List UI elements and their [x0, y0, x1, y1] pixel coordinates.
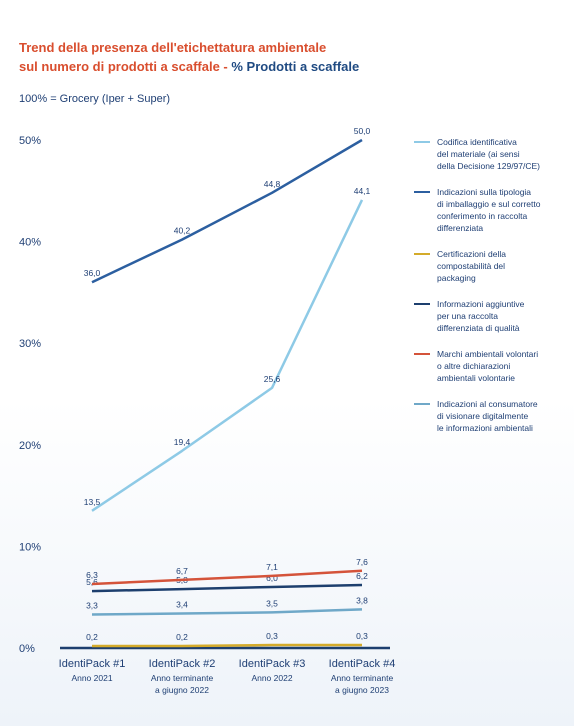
chart-title-line1: Trend della presenza dell'etichettatura … [19, 40, 327, 55]
data-label: 6,0 [266, 573, 278, 583]
x-tick-sublabel: a giugno 2022 [155, 685, 209, 695]
x-tick-sublabel: Anno terminante [151, 673, 214, 683]
x-tick-sublabel: Anno 2022 [251, 673, 292, 683]
data-label: 0,3 [356, 631, 368, 641]
data-label: 6,2 [356, 571, 368, 581]
chart-title: Trend della presenza dell'etichettatura … [19, 38, 419, 76]
data-label: 0,3 [266, 631, 278, 641]
data-label: 6,7 [176, 566, 188, 576]
data-label: 3,5 [266, 598, 278, 608]
data-label: 25,6 [264, 374, 281, 384]
data-label: 0,2 [176, 632, 188, 642]
data-label: 7,1 [266, 562, 278, 572]
series-line-4 [91, 583, 363, 593]
data-label: 3,4 [176, 599, 188, 609]
data-label: 36,0 [84, 268, 101, 278]
chart-legend: Codifica identificativa del materiale (ai… [414, 136, 564, 448]
y-tick-label: 40% [19, 237, 41, 249]
chart-subtitle: % Prodotti a scaffale [231, 59, 360, 74]
chart-title-line2-main: sul numero di prodotti a scaffale - [19, 59, 232, 74]
data-label: 50,0 [354, 126, 371, 136]
legend-item: Certificazioni della compostabilità del pa… [414, 248, 564, 284]
y-tick-label: 30% [19, 338, 41, 350]
x-tick-label: IdentiPack #2 [149, 658, 216, 670]
data-label: 3,8 [356, 595, 368, 605]
data-label: 5,6 [86, 577, 98, 587]
legend-swatch [414, 303, 430, 305]
data-label: 3,3 [86, 600, 98, 610]
data-label: 6,3 [86, 570, 98, 580]
data-label: 0,2 [86, 632, 98, 642]
series-line-3 [92, 643, 362, 648]
data-label: 44,1 [354, 186, 371, 196]
y-tick-label: 0% [19, 643, 35, 655]
data-label: 44,8 [264, 179, 281, 189]
legend-item: Codifica identificativa del materiale (ai… [414, 136, 564, 172]
x-tick-sublabel: a giugno 2023 [335, 685, 389, 695]
data-label: 40,2 [174, 226, 191, 236]
legend-swatch [414, 253, 430, 255]
legend-swatch [414, 403, 430, 405]
legend-item: Informazioni aggiuntive per una raccolta d… [414, 298, 564, 334]
series-line-6 [91, 608, 363, 616]
y-tick-label: 50% [19, 135, 41, 147]
x-tick-label: IdentiPack #3 [239, 658, 306, 670]
legend-item: Indicazioni sulla tipologia di imballaggi… [414, 186, 564, 234]
series-line-2 [91, 138, 363, 284]
data-label: 13,5 [84, 497, 101, 507]
legend-swatch [414, 191, 430, 193]
legend-label: Marchi ambientali volontari o altre dichi… [437, 349, 539, 383]
legend-label: Indicazioni al consumatore di visionare d… [437, 399, 538, 433]
legend-item: Indicazioni al consumatore di visionare d… [414, 398, 564, 434]
legend-swatch [414, 141, 430, 143]
series-line-1 [91, 199, 364, 512]
y-tick-label: 20% [19, 440, 41, 452]
data-label: 7,6 [356, 557, 368, 567]
legend-swatch [414, 353, 430, 355]
legend-label: Codifica identificativa del materiale (ai… [437, 137, 541, 171]
base-note: 100% = Grocery (Iper + Super) [19, 93, 171, 105]
y-tick-label: 10% [19, 541, 41, 553]
legend-item: Marchi ambientali volontari o altre dichi… [414, 348, 564, 384]
legend-label: Informazioni aggiuntive per una raccolta d… [437, 299, 525, 333]
x-tick-label: IdentiPack #4 [329, 658, 396, 670]
series-line-5 [91, 569, 363, 586]
data-label: 19,4 [174, 437, 191, 447]
x-tick-sublabel: Anno 2021 [71, 673, 112, 683]
legend-label: Certificazioni della compostabilità del pa… [437, 249, 506, 283]
legend-label: Indicazioni sulla tipologia di imballaggi… [437, 187, 541, 233]
x-tick-label: IdentiPack #1 [59, 658, 126, 670]
chart-title-line2: sul numero di prodotti a scaffale - % Pr… [19, 57, 419, 76]
x-tick-sublabel: Anno terminante [331, 673, 394, 683]
